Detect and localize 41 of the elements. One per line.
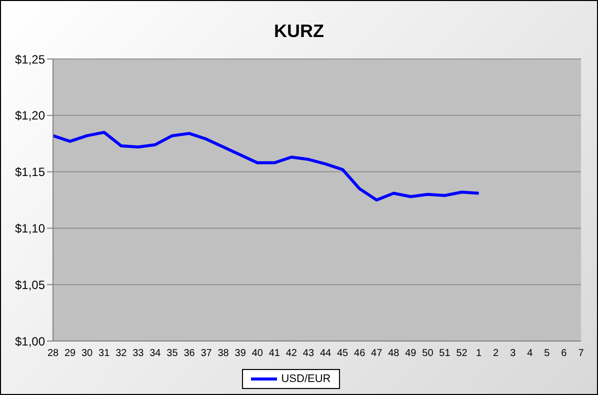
x-tick-label: 5	[544, 348, 550, 360]
y-tick-label: $1,05	[14, 278, 46, 292]
x-tick-label: 32	[116, 348, 128, 360]
x-tick-label: 1	[476, 348, 482, 360]
x-tick-label: 43	[302, 348, 314, 360]
x-tick-label: 35	[166, 348, 178, 360]
x-tick-label: 42	[286, 348, 298, 360]
x-tick-label: 50	[422, 348, 434, 360]
chart-title: KURZ	[273, 21, 325, 42]
x-tick-label: 36	[184, 348, 196, 360]
x-tick-label: 4	[527, 348, 534, 360]
x-tick-label: 3	[510, 348, 516, 360]
y-tick-label: $1,15	[14, 165, 46, 180]
x-tick-label: 28	[47, 348, 59, 360]
x-tick-label: 33	[132, 348, 144, 360]
x-tick-label: 34	[150, 348, 162, 360]
x-tick-label: 6	[561, 348, 568, 360]
x-tick-label: 7	[578, 348, 584, 360]
x-tick-label: 52	[456, 348, 468, 360]
y-tick-label: $1,20	[14, 108, 46, 123]
x-tick-label: 44	[320, 348, 332, 360]
y-tick-label: $1,10	[14, 221, 46, 236]
x-tick-label: 31	[98, 348, 110, 360]
y-tick-label: $1,00	[14, 334, 46, 348]
x-tick-label: 29	[64, 348, 76, 360]
x-tick-label: 39	[234, 348, 246, 360]
legend-label: USD/EUR	[281, 373, 331, 385]
x-tick-label: 45	[336, 348, 349, 360]
x-tick-label: 37	[200, 348, 212, 360]
x-tick-label: 38	[218, 348, 230, 360]
y-tick-label: $1,25	[14, 52, 46, 66]
x-tick-label: 41	[268, 348, 280, 360]
x-tick-label: 51	[439, 348, 451, 360]
x-tick-label: 40	[252, 348, 264, 360]
x-tick-label: 49	[405, 348, 417, 360]
x-tick-label: 30	[82, 348, 94, 360]
line-series	[52, 130, 480, 202]
x-tick-label: 48	[388, 348, 400, 360]
x-tick-label: 47	[371, 348, 383, 360]
x-tick-label: 46	[354, 348, 366, 360]
x-tick-label: 2	[493, 348, 500, 360]
